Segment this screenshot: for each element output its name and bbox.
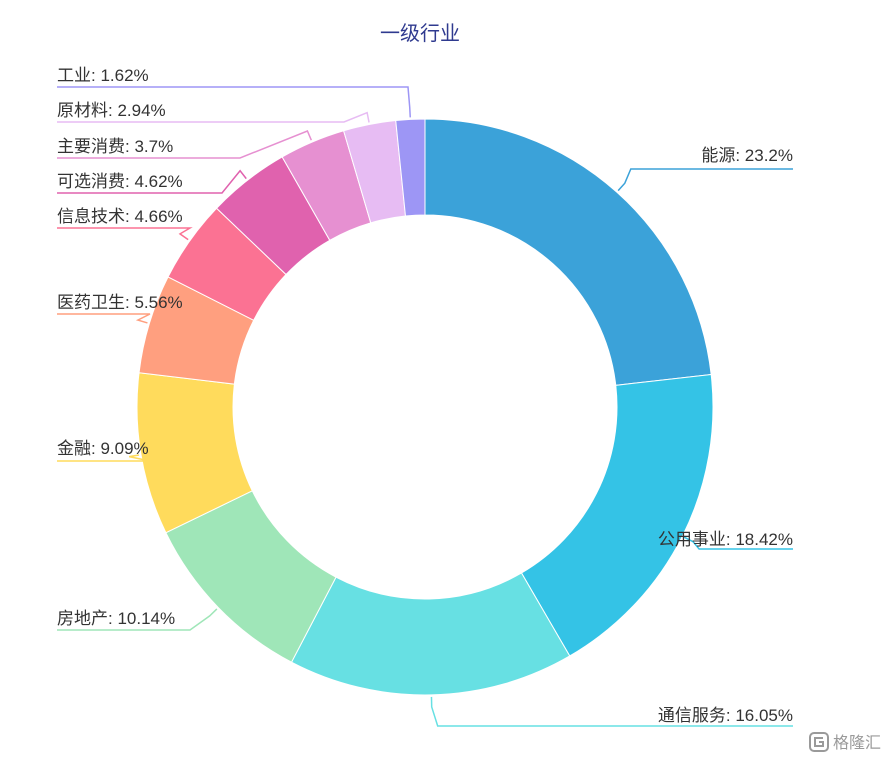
- slice-工业[interactable]: [395, 118, 426, 217]
- leader-line-能源: [617, 168, 793, 192]
- slice-label-房地产: 房地产: 10.14%: [57, 609, 175, 628]
- slice-通信服务[interactable]: [290, 572, 571, 696]
- leader-line-金融: [57, 454, 151, 462]
- leader-line-主要消费: [57, 130, 313, 159]
- slice-label-医药卫生: 医药卫生: 5.56%: [57, 293, 183, 312]
- watermark: 格隆汇: [809, 732, 881, 752]
- slice-label-能源: 能源: 23.2%: [701, 146, 793, 165]
- slice-label-信息技术: 信息技术: 4.66%: [57, 207, 183, 226]
- slice-label-金融: 金融: 9.09%: [57, 439, 149, 458]
- leader-lines-group: [57, 86, 793, 727]
- slice-label-工业: 工业: 1.62%: [57, 66, 149, 85]
- leader-line-工业: [57, 86, 411, 118]
- slice-公用事业[interactable]: [520, 373, 714, 657]
- chart-title: 一级行业: [380, 22, 460, 45]
- leader-line-信息技术: [57, 227, 193, 241]
- leader-line-医药卫生: [57, 313, 151, 324]
- slice-能源[interactable]: [424, 118, 712, 386]
- leader-line-原材料: [57, 111, 370, 123]
- leader-line-公用事业: [683, 536, 793, 550]
- slice-label-原材料: 原材料: 2.94%: [57, 101, 166, 120]
- slice-labels-group: 能源: 23.2% 公用事业: 18.42% 通信服务: 16.05% 房地产: 10…: [57, 66, 793, 725]
- slice-label-公用事业: 公用事业: 18.42%: [658, 530, 793, 549]
- leader-line-房地产: [57, 608, 218, 631]
- slice-label-主要消费: 主要消费: 3.7%: [57, 137, 173, 156]
- slices-group: [136, 118, 714, 696]
- slice-label-通信服务: 通信服务: 16.05%: [658, 706, 793, 725]
- leader-line-通信服务: [430, 696, 793, 727]
- leader-line-可选消费: [57, 169, 247, 194]
- watermark-text: 格隆汇: [833, 734, 881, 752]
- gelonghui-logo-icon: [809, 732, 829, 752]
- slice-label-可选消费: 可选消费: 4.62%: [57, 172, 183, 191]
